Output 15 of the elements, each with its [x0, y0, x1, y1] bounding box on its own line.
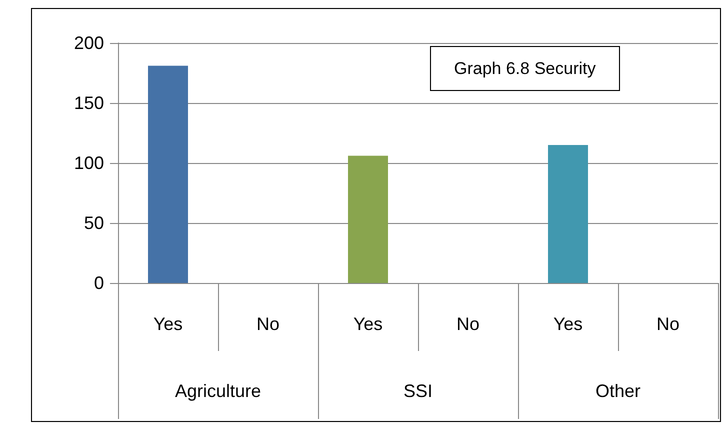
y-tick-label: 50 — [84, 213, 104, 233]
y-tick-label: 150 — [74, 93, 104, 113]
y-tick-label: 0 — [94, 273, 104, 293]
x-tick-label: No — [456, 314, 480, 334]
x-tick-label: Yes — [553, 314, 583, 334]
y-tick-label: 200 — [74, 33, 104, 53]
text: Agriculture — [174, 381, 262, 401]
y-tick-label: 100 — [74, 153, 104, 173]
text: Other — [595, 381, 641, 401]
text: Graph 6.8 Security — [454, 59, 596, 78]
x-tick-label: Yes — [153, 314, 183, 334]
text: SSI — [403, 381, 433, 401]
x-tick-label: No — [656, 314, 680, 334]
x-tick-label: Yes — [353, 314, 383, 334]
x-tick-label: No — [256, 314, 280, 334]
